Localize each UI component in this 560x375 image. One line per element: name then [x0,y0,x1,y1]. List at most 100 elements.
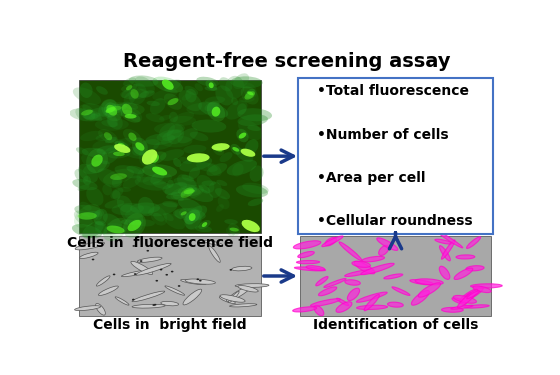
Ellipse shape [243,82,257,98]
Ellipse shape [150,98,166,114]
Ellipse shape [78,212,97,220]
Ellipse shape [208,182,222,198]
Ellipse shape [75,242,105,250]
Ellipse shape [139,149,156,169]
Ellipse shape [100,146,120,164]
Ellipse shape [114,144,130,153]
Ellipse shape [150,172,165,184]
Ellipse shape [181,93,192,100]
Ellipse shape [151,207,167,226]
Circle shape [132,299,134,300]
Ellipse shape [237,114,268,126]
Ellipse shape [439,266,450,279]
Ellipse shape [322,236,343,247]
Circle shape [133,245,135,247]
Ellipse shape [164,213,185,230]
Ellipse shape [466,237,480,249]
Ellipse shape [69,108,101,122]
Text: Reagent-free screening assay: Reagent-free screening assay [123,52,451,71]
Ellipse shape [219,77,232,92]
Ellipse shape [162,129,183,141]
Ellipse shape [195,83,203,91]
Ellipse shape [111,203,144,215]
Ellipse shape [181,175,194,181]
Ellipse shape [440,246,450,261]
Ellipse shape [339,242,362,261]
Ellipse shape [226,286,251,302]
Ellipse shape [377,238,398,250]
Ellipse shape [352,261,370,267]
Ellipse shape [133,146,143,155]
Ellipse shape [239,133,246,139]
Ellipse shape [96,303,105,315]
Ellipse shape [110,106,122,111]
Ellipse shape [110,173,127,180]
Ellipse shape [123,77,136,86]
Ellipse shape [189,167,200,179]
Ellipse shape [183,145,207,154]
Ellipse shape [106,105,117,116]
Ellipse shape [452,298,466,304]
Ellipse shape [230,76,263,88]
Ellipse shape [108,149,130,159]
Ellipse shape [212,143,230,151]
Circle shape [197,278,199,280]
Ellipse shape [179,157,192,164]
Ellipse shape [173,158,181,167]
Ellipse shape [91,154,102,167]
Ellipse shape [230,144,241,155]
Ellipse shape [379,245,389,255]
Ellipse shape [147,101,160,106]
Ellipse shape [187,153,209,162]
Ellipse shape [121,110,141,123]
Ellipse shape [131,261,153,274]
Ellipse shape [105,200,124,208]
Ellipse shape [74,306,101,310]
Ellipse shape [235,284,269,287]
Ellipse shape [185,279,216,284]
Ellipse shape [245,139,258,154]
Ellipse shape [184,218,193,225]
Ellipse shape [106,115,118,128]
Ellipse shape [97,168,122,188]
Ellipse shape [117,195,133,213]
Ellipse shape [224,219,238,224]
Ellipse shape [226,100,248,120]
Ellipse shape [454,268,473,279]
Ellipse shape [230,228,239,231]
Ellipse shape [109,103,144,116]
Ellipse shape [164,93,182,110]
Ellipse shape [345,270,373,276]
Ellipse shape [153,213,164,222]
Ellipse shape [214,147,222,152]
Ellipse shape [206,80,217,91]
Ellipse shape [122,147,147,159]
Ellipse shape [205,96,225,104]
Ellipse shape [316,276,328,286]
Ellipse shape [245,91,255,100]
Ellipse shape [173,112,194,123]
Ellipse shape [123,102,138,109]
Ellipse shape [336,302,352,312]
Ellipse shape [153,181,171,189]
Circle shape [147,250,149,252]
Ellipse shape [77,184,90,191]
Ellipse shape [241,86,259,105]
Ellipse shape [162,183,197,196]
Ellipse shape [76,108,90,121]
Ellipse shape [314,305,324,316]
Ellipse shape [173,208,206,221]
Ellipse shape [130,89,139,99]
Text: •Total fluorescence: •Total fluorescence [318,84,469,98]
Ellipse shape [120,204,143,226]
Ellipse shape [192,120,226,133]
Ellipse shape [159,115,171,121]
Ellipse shape [139,90,155,98]
Ellipse shape [166,192,185,200]
Ellipse shape [310,299,340,306]
Ellipse shape [175,210,183,219]
Text: Cells in  bright field: Cells in bright field [93,318,246,332]
Ellipse shape [108,112,123,129]
Ellipse shape [165,286,185,295]
Ellipse shape [132,291,165,302]
